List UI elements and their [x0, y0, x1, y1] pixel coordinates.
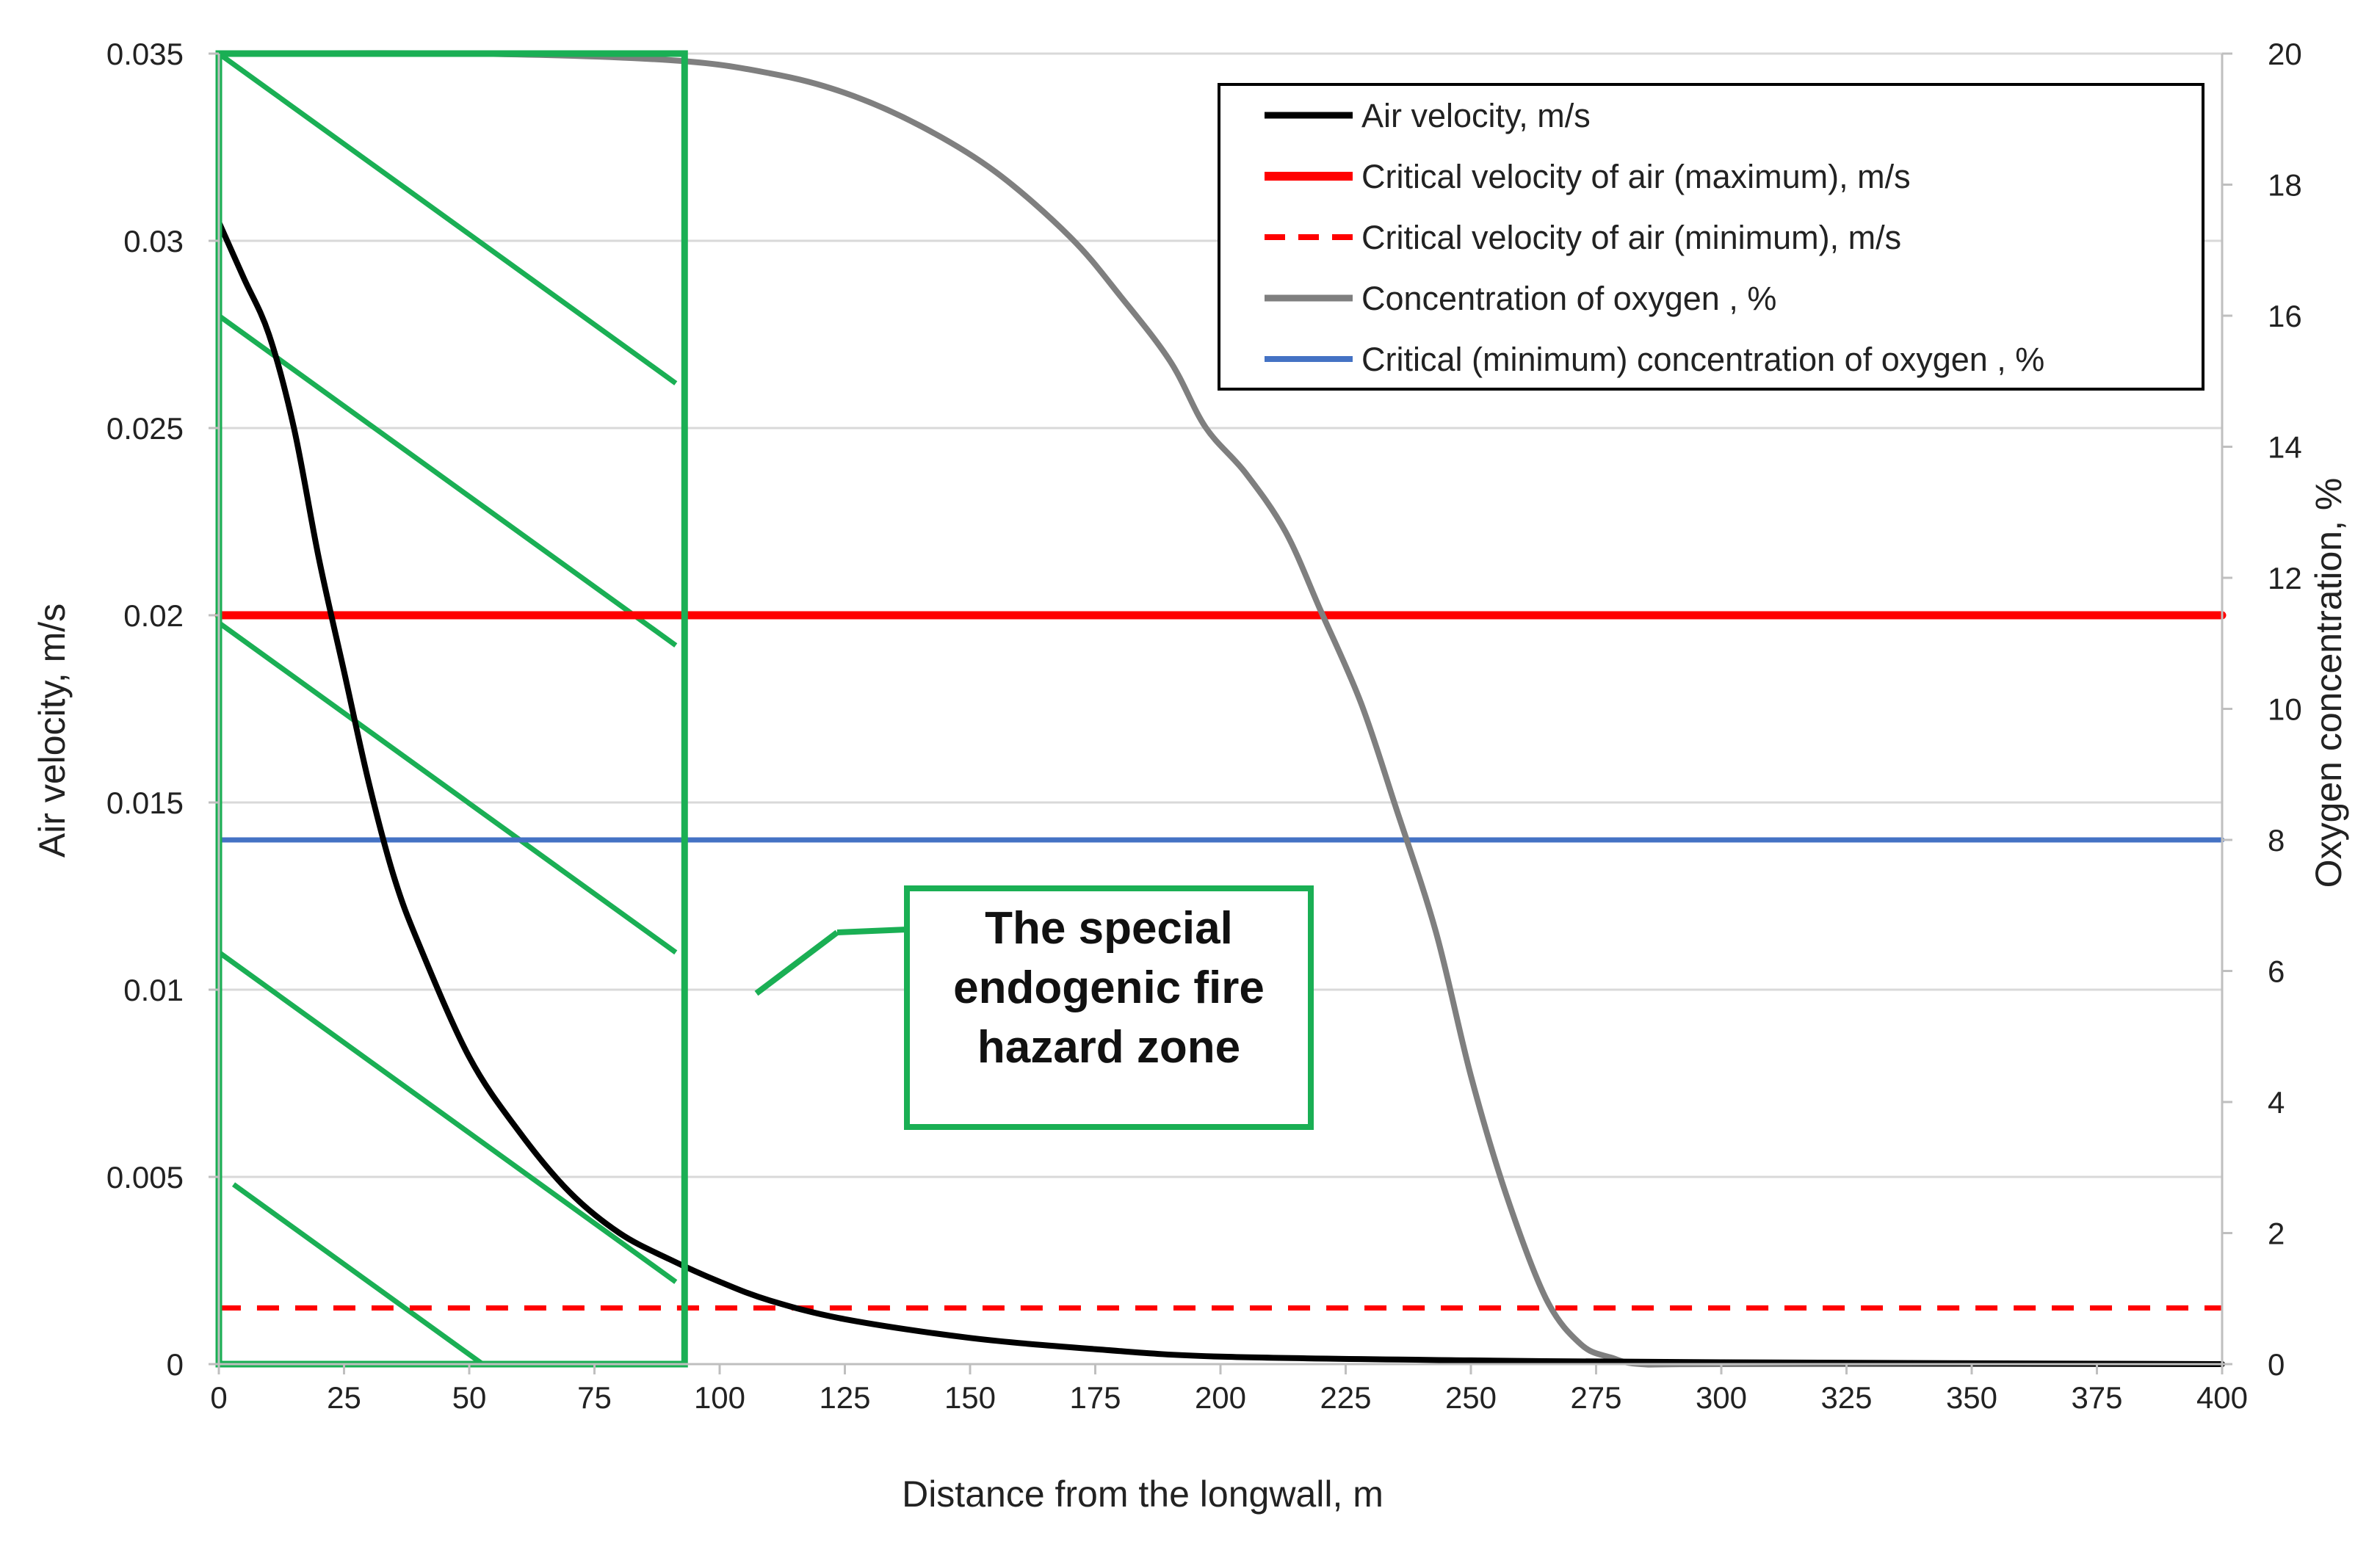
- legend-label: Air velocity, m/s: [1361, 97, 1591, 134]
- y2-axis-title: Oxygen concentration, %: [2308, 478, 2349, 888]
- y2-tick-label: 4: [2268, 1085, 2285, 1120]
- y-tick-label: 0.02: [123, 598, 184, 633]
- hazard-zone-rect: [215, 50, 688, 1368]
- y2-tick-label: 14: [2268, 430, 2302, 465]
- x-tick-label: 0: [210, 1380, 227, 1415]
- hatch-line: [217, 620, 678, 955]
- x-tick-label: 250: [1445, 1380, 1497, 1415]
- legend-label: Concentration of oxygen , %: [1361, 280, 1776, 317]
- x-tick-label: 125: [819, 1380, 870, 1415]
- y-tick-label: 0.03: [123, 224, 184, 258]
- y-tick-label: 0.025: [106, 411, 184, 446]
- y-tick-label: 0.005: [106, 1160, 184, 1195]
- oxygen-concentration-line: [216, 50, 2225, 1368]
- legend-label: Critical velocity of air (minimum), m/s: [1361, 219, 1901, 256]
- y-axis-title: Air velocity, m/s: [32, 604, 73, 858]
- x-axis-title: Distance from the longwall, m: [902, 1474, 1383, 1515]
- x-tick-label: 100: [694, 1380, 745, 1415]
- legend-box: [1218, 83, 2204, 391]
- y-tick-label: 0.015: [106, 786, 184, 820]
- legend-item-critical-velocity-max: Critical velocity of air (maximum), m/s: [1265, 158, 1911, 195]
- y2-tick-label: 8: [2268, 823, 2285, 858]
- callout-line-3: hazard zone: [977, 1022, 1240, 1073]
- hazard-zone-callout: The special endogenic fire hazard zone: [754, 885, 1314, 1130]
- legend-item-critical-velocity-min: Critical velocity of air (minimum), m/s: [1265, 219, 1901, 256]
- x-tick-label: 400: [2196, 1380, 2248, 1415]
- series-layer: [214, 50, 2227, 1368]
- x-tick-label: 325: [1820, 1380, 1872, 1415]
- x-tick-label: 375: [2071, 1380, 2122, 1415]
- x-tick-label: 175: [1069, 1380, 1121, 1415]
- x-tick-label: 275: [1570, 1380, 1621, 1415]
- y2-tick-label: 10: [2268, 692, 2302, 727]
- y2-axis-ticks: 0 2 4 6 8 10 12 14 16 18 20: [2222, 37, 2302, 1382]
- hatch-line: [231, 1182, 485, 1366]
- y2-tick-label: 16: [2268, 299, 2302, 333]
- x-tick-label: 75: [577, 1380, 612, 1415]
- callout-box: [904, 885, 1314, 1130]
- hatch-line: [217, 51, 678, 385]
- y-tick-label: 0: [167, 1347, 184, 1382]
- y2-tick-label: 12: [2268, 561, 2302, 595]
- x-tick-label: 300: [1696, 1380, 1747, 1415]
- callout-leader-end: [836, 927, 908, 935]
- y-tick-label: 0.01: [123, 973, 184, 1007]
- legend-label: Critical velocity of air (maximum), m/s: [1361, 158, 1911, 195]
- callout-leader: [754, 929, 839, 996]
- legend-label: Critical (minimum) concentration of oxyg…: [1361, 341, 2044, 378]
- hazard-zone: [215, 50, 688, 1368]
- y-axis-ticks: 0 0.005 0.01 0.015 0.02 0.025 0.03 0.035: [106, 37, 219, 1382]
- air-velocity-line: [216, 219, 2225, 1367]
- callout-line-1: The special: [985, 903, 1233, 954]
- callout-line-2: endogenic fire: [953, 963, 1265, 1013]
- y2-tick-label: 18: [2268, 168, 2302, 203]
- y2-tick-label: 0: [2268, 1347, 2285, 1382]
- legend-item-air-velocity: Air velocity, m/s: [1265, 97, 1591, 134]
- x-tick-label: 200: [1195, 1380, 1246, 1415]
- y2-tick-label: 20: [2268, 37, 2302, 71]
- hazard-zone-hatching: [217, 51, 678, 1366]
- x-tick-label: 350: [1946, 1380, 1997, 1415]
- y2-tick-label: 2: [2268, 1217, 2285, 1251]
- y2-tick-label: 6: [2268, 954, 2285, 989]
- x-axis-ticks: 0 25 50 75 100 125 150 175 200 225 250 275 300 325 350…: [210, 1364, 2248, 1415]
- x-tick-label: 225: [1320, 1380, 1371, 1415]
- legend: Air velocity, m/s Critical velocity of ai…: [1218, 83, 2204, 391]
- x-tick-label: 25: [327, 1380, 361, 1415]
- x-tick-label: 150: [944, 1380, 996, 1415]
- hatch-line: [217, 313, 678, 648]
- legend-item-critical-oxygen: Critical (minimum) concentration of oxyg…: [1265, 341, 2044, 378]
- x-tick-label: 50: [452, 1380, 487, 1415]
- y-tick-label: 0.035: [106, 37, 184, 71]
- legend-item-oxygen: Concentration of oxygen , %: [1265, 280, 1776, 317]
- hatch-line: [217, 950, 678, 1284]
